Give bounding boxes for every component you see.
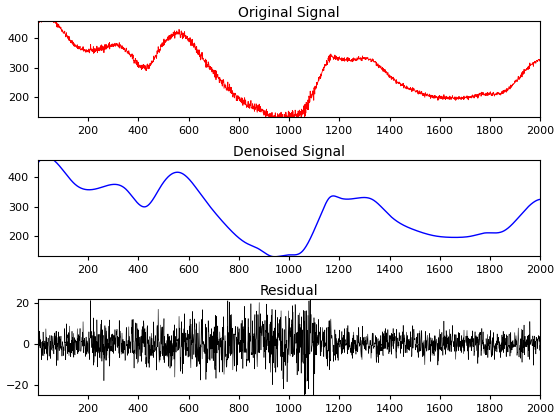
Title: Denoised Signal: Denoised Signal — [233, 144, 345, 159]
Title: Original Signal: Original Signal — [239, 5, 340, 20]
Title: Residual: Residual — [260, 284, 319, 298]
